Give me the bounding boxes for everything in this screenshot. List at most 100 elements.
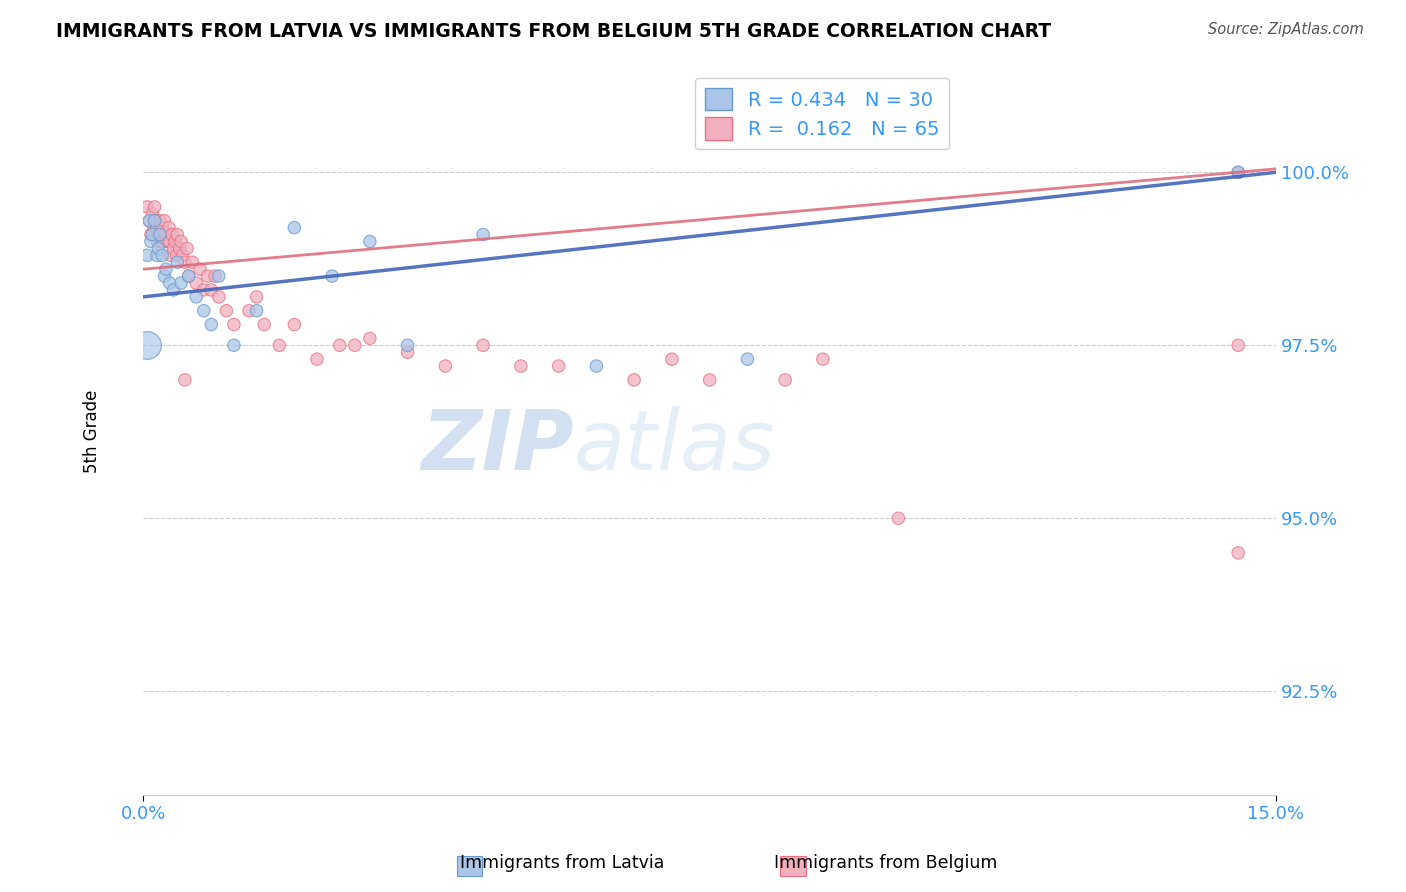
Point	[343, 338, 366, 352]
Point	[170, 235, 193, 249]
Point	[157, 220, 180, 235]
Point	[166, 227, 188, 242]
Point	[305, 352, 328, 367]
Point	[188, 262, 211, 277]
Point	[396, 338, 419, 352]
Point	[623, 373, 645, 387]
Point	[253, 318, 276, 332]
Point	[177, 269, 200, 284]
Point	[1227, 165, 1250, 179]
Point	[165, 235, 187, 249]
Point	[193, 303, 215, 318]
Point	[153, 213, 176, 227]
Text: Immigrants from Latvia: Immigrants from Latvia	[460, 855, 665, 872]
Point	[162, 242, 184, 256]
Point	[150, 220, 173, 235]
Point	[1227, 546, 1250, 560]
Point	[159, 235, 181, 249]
Point	[215, 303, 238, 318]
Legend: R = 0.434   N = 30, R =  0.162   N = 65: R = 0.434 N = 30, R = 0.162 N = 65	[696, 78, 949, 149]
Point	[509, 359, 531, 373]
Point	[193, 283, 215, 297]
Point	[200, 318, 222, 332]
Point	[1227, 165, 1250, 179]
Point	[208, 290, 231, 304]
Text: 5th Grade: 5th Grade	[83, 390, 101, 474]
Point	[200, 283, 222, 297]
Point	[204, 269, 226, 284]
Point	[159, 276, 181, 290]
Text: IMMIGRANTS FROM LATVIA VS IMMIGRANTS FROM BELGIUM 5TH GRADE CORRELATION CHART: IMMIGRANTS FROM LATVIA VS IMMIGRANTS FRO…	[56, 22, 1052, 41]
Point	[146, 220, 169, 235]
Point	[547, 359, 569, 373]
Point	[136, 200, 159, 214]
Point	[159, 248, 181, 262]
Point	[222, 338, 245, 352]
Point	[197, 269, 219, 284]
Point	[359, 331, 381, 345]
Point	[139, 235, 162, 249]
Point	[283, 318, 305, 332]
Point	[143, 213, 166, 227]
Point	[149, 227, 172, 242]
Point	[148, 227, 170, 242]
Point	[283, 220, 305, 235]
Text: atlas: atlas	[574, 406, 775, 487]
Point	[773, 373, 796, 387]
Point	[321, 269, 343, 284]
Point	[699, 373, 721, 387]
Point	[141, 207, 163, 221]
Point	[155, 227, 177, 242]
Point	[173, 255, 195, 269]
Text: Source: ZipAtlas.com: Source: ZipAtlas.com	[1208, 22, 1364, 37]
Point	[150, 248, 173, 262]
Point	[136, 338, 159, 352]
Point	[145, 213, 167, 227]
Point	[148, 242, 170, 256]
Point	[166, 248, 188, 262]
Point	[143, 200, 166, 214]
Point	[238, 303, 260, 318]
Point	[146, 248, 169, 262]
Point	[156, 235, 179, 249]
Point	[146, 235, 169, 249]
Point	[396, 345, 419, 359]
Point	[222, 318, 245, 332]
Point	[152, 235, 174, 249]
Point	[153, 269, 176, 284]
Point	[138, 213, 160, 227]
Point	[434, 359, 457, 373]
Point	[181, 255, 204, 269]
Text: Immigrants from Belgium: Immigrants from Belgium	[775, 855, 997, 872]
Point	[186, 290, 208, 304]
Point	[173, 373, 195, 387]
Point	[887, 511, 910, 525]
Point	[208, 269, 231, 284]
Point	[811, 352, 834, 367]
Point	[359, 235, 381, 249]
Point	[162, 283, 184, 297]
Point	[138, 213, 160, 227]
Point	[136, 248, 159, 262]
Point	[1227, 338, 1250, 352]
Point	[176, 242, 198, 256]
Point	[150, 235, 173, 249]
Point	[172, 248, 194, 262]
Text: ZIP: ZIP	[422, 406, 574, 487]
Point	[169, 242, 191, 256]
Point	[585, 359, 607, 373]
Point	[269, 338, 291, 352]
Point	[661, 352, 683, 367]
Point	[177, 269, 200, 284]
Point	[142, 220, 165, 235]
Point	[139, 227, 162, 242]
Point	[472, 338, 495, 352]
Point	[166, 255, 188, 269]
Point	[737, 352, 759, 367]
Point	[160, 227, 183, 242]
Point	[170, 276, 193, 290]
Point	[149, 213, 172, 227]
Point	[155, 262, 177, 277]
Point	[329, 338, 352, 352]
Point	[141, 227, 163, 242]
